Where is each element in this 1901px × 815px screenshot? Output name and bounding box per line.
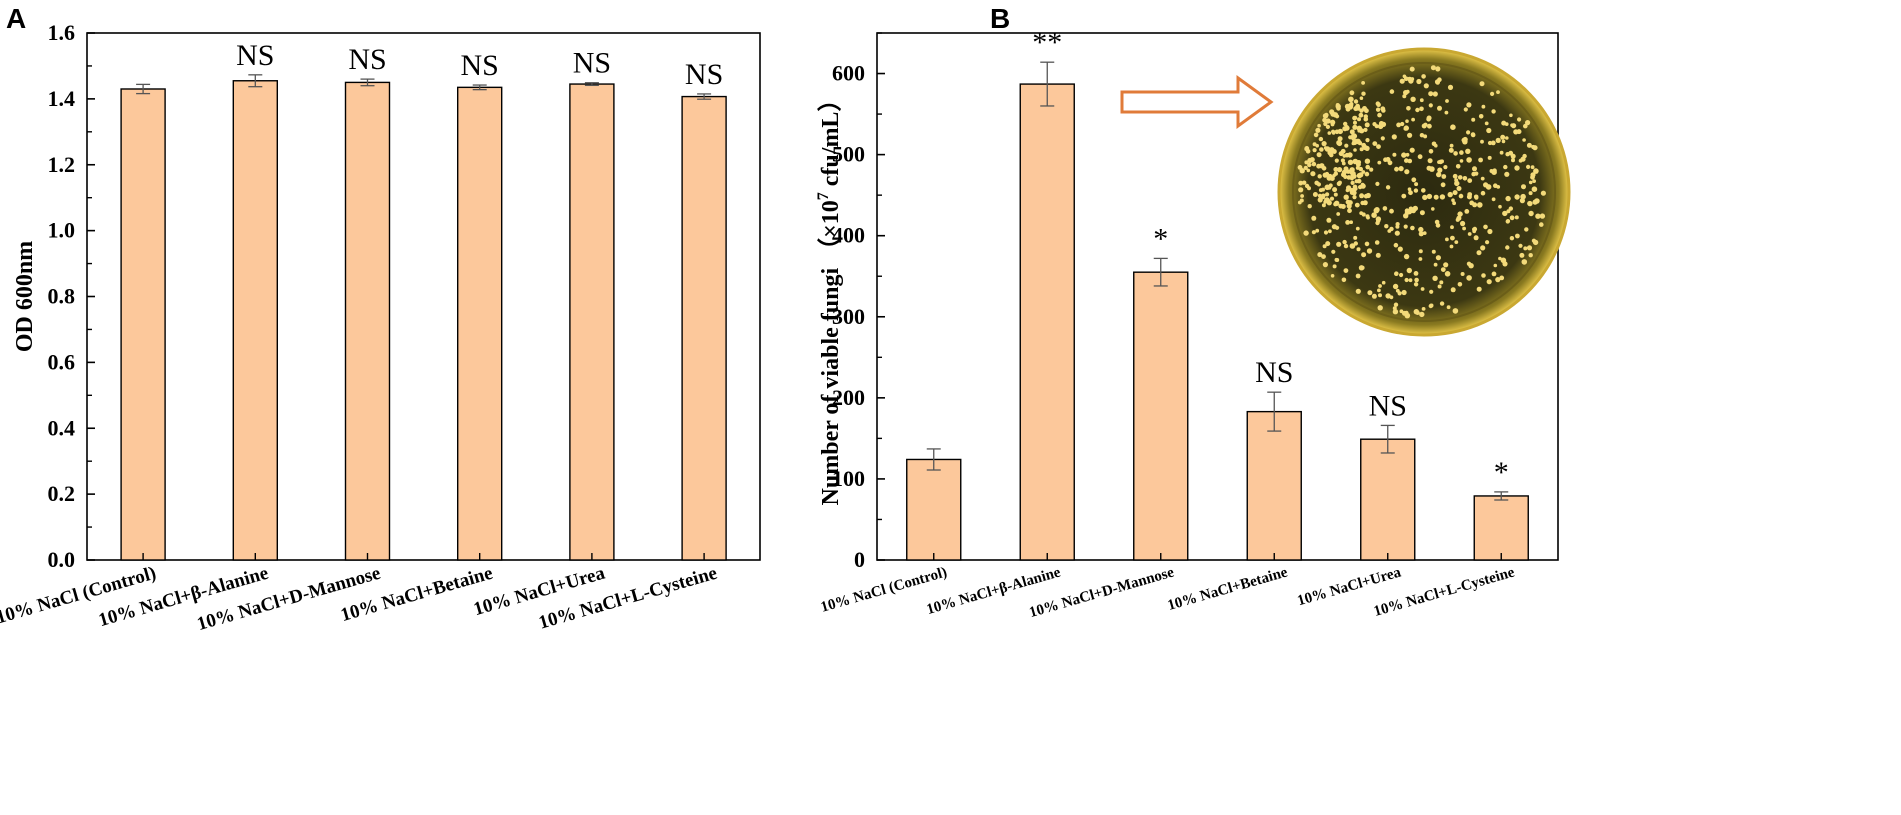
- bar: [1246, 410, 1302, 561]
- panel-label-b: B: [990, 3, 1010, 34]
- significance-label: NS: [461, 49, 499, 82]
- error-bar: [926, 448, 941, 471]
- error-bar: [360, 78, 375, 87]
- y-axis-label: OD 600nm: [12, 241, 38, 352]
- significance-label: NS: [685, 58, 723, 91]
- bar: [681, 95, 727, 561]
- plot-frame: [86, 32, 761, 561]
- significance-label: *: [1153, 222, 1168, 255]
- x-tick-label: 10% NaCl+D-Mannose: [195, 563, 383, 635]
- significance-label: **: [1032, 26, 1062, 59]
- y-tick-label: 1.2: [48, 152, 76, 177]
- y-tick-label: 0.6: [48, 349, 76, 374]
- error-bar: [136, 83, 151, 95]
- y-axis-label: Number of viable fungi （×107 cfu/mL）: [815, 88, 844, 506]
- y-tick-label: 200: [832, 385, 865, 410]
- y-tick-label: 1.4: [48, 86, 76, 111]
- significance-label: NS: [573, 47, 611, 80]
- y-tick-label: 0.8: [48, 284, 76, 309]
- bar: [1473, 495, 1529, 561]
- panel-label-a: A: [6, 3, 26, 34]
- y-tick-label: 300: [832, 304, 865, 329]
- y-tick-label: 0.4: [48, 415, 76, 440]
- x-tick-label: 10% NaCl+Betaine: [1166, 564, 1290, 614]
- y-tick-label: 1.0: [48, 218, 76, 243]
- bar: [1133, 271, 1189, 561]
- plot-frame: [876, 32, 1559, 561]
- y-tick-label: 0.2: [48, 481, 76, 506]
- error-bar: [1153, 257, 1168, 287]
- bar: [906, 458, 962, 561]
- arrow-icon: [1120, 75, 1274, 129]
- petri-dish-photo: [1120, 47, 1571, 337]
- bar: [120, 88, 166, 561]
- significance-label: *: [1494, 456, 1509, 489]
- y-tick-label: 1.6: [48, 20, 76, 45]
- bar: [1360, 438, 1416, 561]
- error-bar: [1267, 391, 1282, 432]
- colonies: [1297, 65, 1546, 319]
- bar: [344, 81, 391, 561]
- error-bar: [248, 74, 263, 88]
- error-bar: [1380, 424, 1395, 454]
- bar: [232, 80, 279, 561]
- bar: [569, 83, 615, 561]
- significance-label: NS: [236, 39, 274, 72]
- y-tick-label: 0.0: [48, 547, 76, 572]
- significance-label: NS: [348, 43, 386, 76]
- significance-label: NS: [1255, 356, 1293, 389]
- error-bar: [1040, 61, 1055, 107]
- bar: [1019, 83, 1075, 561]
- error-bar: [584, 82, 599, 87]
- y-tick-label: 400: [832, 223, 865, 248]
- y-tick-label: 0: [854, 547, 865, 572]
- error-bar: [697, 93, 712, 100]
- y-tick-label: 600: [832, 61, 865, 86]
- y-tick-label: 100: [832, 466, 865, 491]
- y-tick-label: 500: [832, 142, 865, 167]
- significance-label: NS: [1369, 389, 1407, 422]
- bar: [457, 86, 503, 561]
- error-bar: [472, 84, 487, 91]
- error-bar: [1494, 491, 1509, 501]
- panel-a-chart: 0.0 0.2 0.4 0.6 0.8 1.0 1.2 1.4 1.6 OD 600nm 10% N…: [0, 20, 761, 635]
